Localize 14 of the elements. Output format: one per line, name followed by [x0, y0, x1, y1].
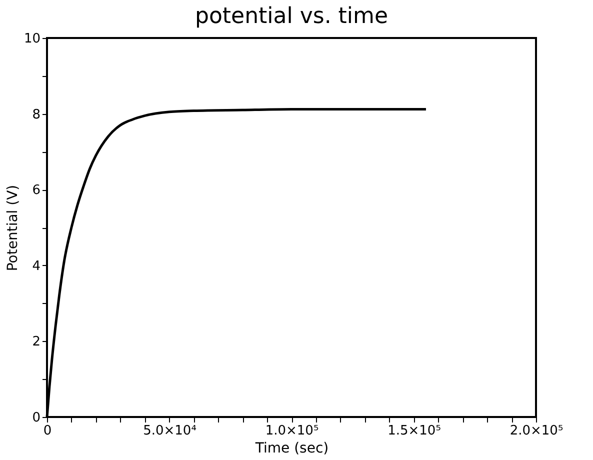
x-axis-title: Time (sec) — [254, 440, 329, 456]
x-tick-label: 5.0×10⁴ — [143, 424, 196, 438]
y-axis-title: Potential (V) — [4, 184, 21, 272]
x-tick-label: 1.5×10⁵ — [388, 424, 441, 438]
y-tick-label: 6 — [32, 183, 40, 198]
x-tick-label: 0 — [43, 424, 52, 438]
y-tick-label: 0 — [32, 410, 40, 426]
y-tick-label: 10 — [24, 32, 40, 46]
chart-title: potential vs. time — [194, 4, 388, 29]
y-tick-label: 8 — [32, 107, 40, 122]
x-tick-label: 1.0×10⁵ — [265, 424, 319, 438]
y-tick-label: 2 — [32, 334, 40, 350]
x-tick-label: 2.0×10⁵ — [510, 424, 564, 438]
y-tick-label: 4 — [32, 258, 40, 274]
